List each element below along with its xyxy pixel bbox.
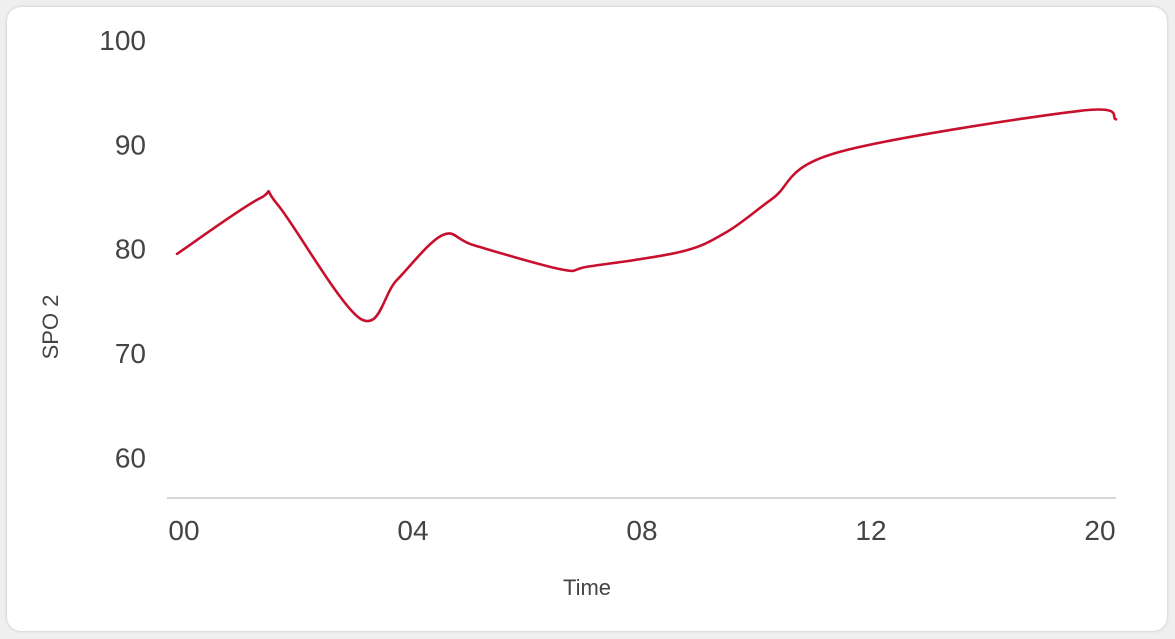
series-line-spo2 <box>175 108 1118 323</box>
y-tick-label: 100 <box>99 25 146 56</box>
x-axis-ticks: 00 04 08 12 20 <box>168 515 1115 546</box>
x-tick-label: 12 <box>855 515 886 546</box>
y-tick-label: 70 <box>115 338 146 369</box>
x-tick-label: 00 <box>168 515 199 546</box>
x-tick-label: 04 <box>397 515 428 546</box>
x-axis-title: Time <box>563 575 611 600</box>
y-axis-title: SPO 2 <box>38 295 63 360</box>
y-tick-label: 80 <box>115 234 146 265</box>
chart-card <box>7 7 1167 631</box>
y-tick-label: 60 <box>115 442 146 473</box>
x-tick-label: 20 <box>1084 515 1115 546</box>
y-axis-ticks: 100 90 80 70 60 <box>99 25 146 473</box>
x-tick-label: 08 <box>626 515 657 546</box>
y-tick-label: 90 <box>115 129 146 160</box>
